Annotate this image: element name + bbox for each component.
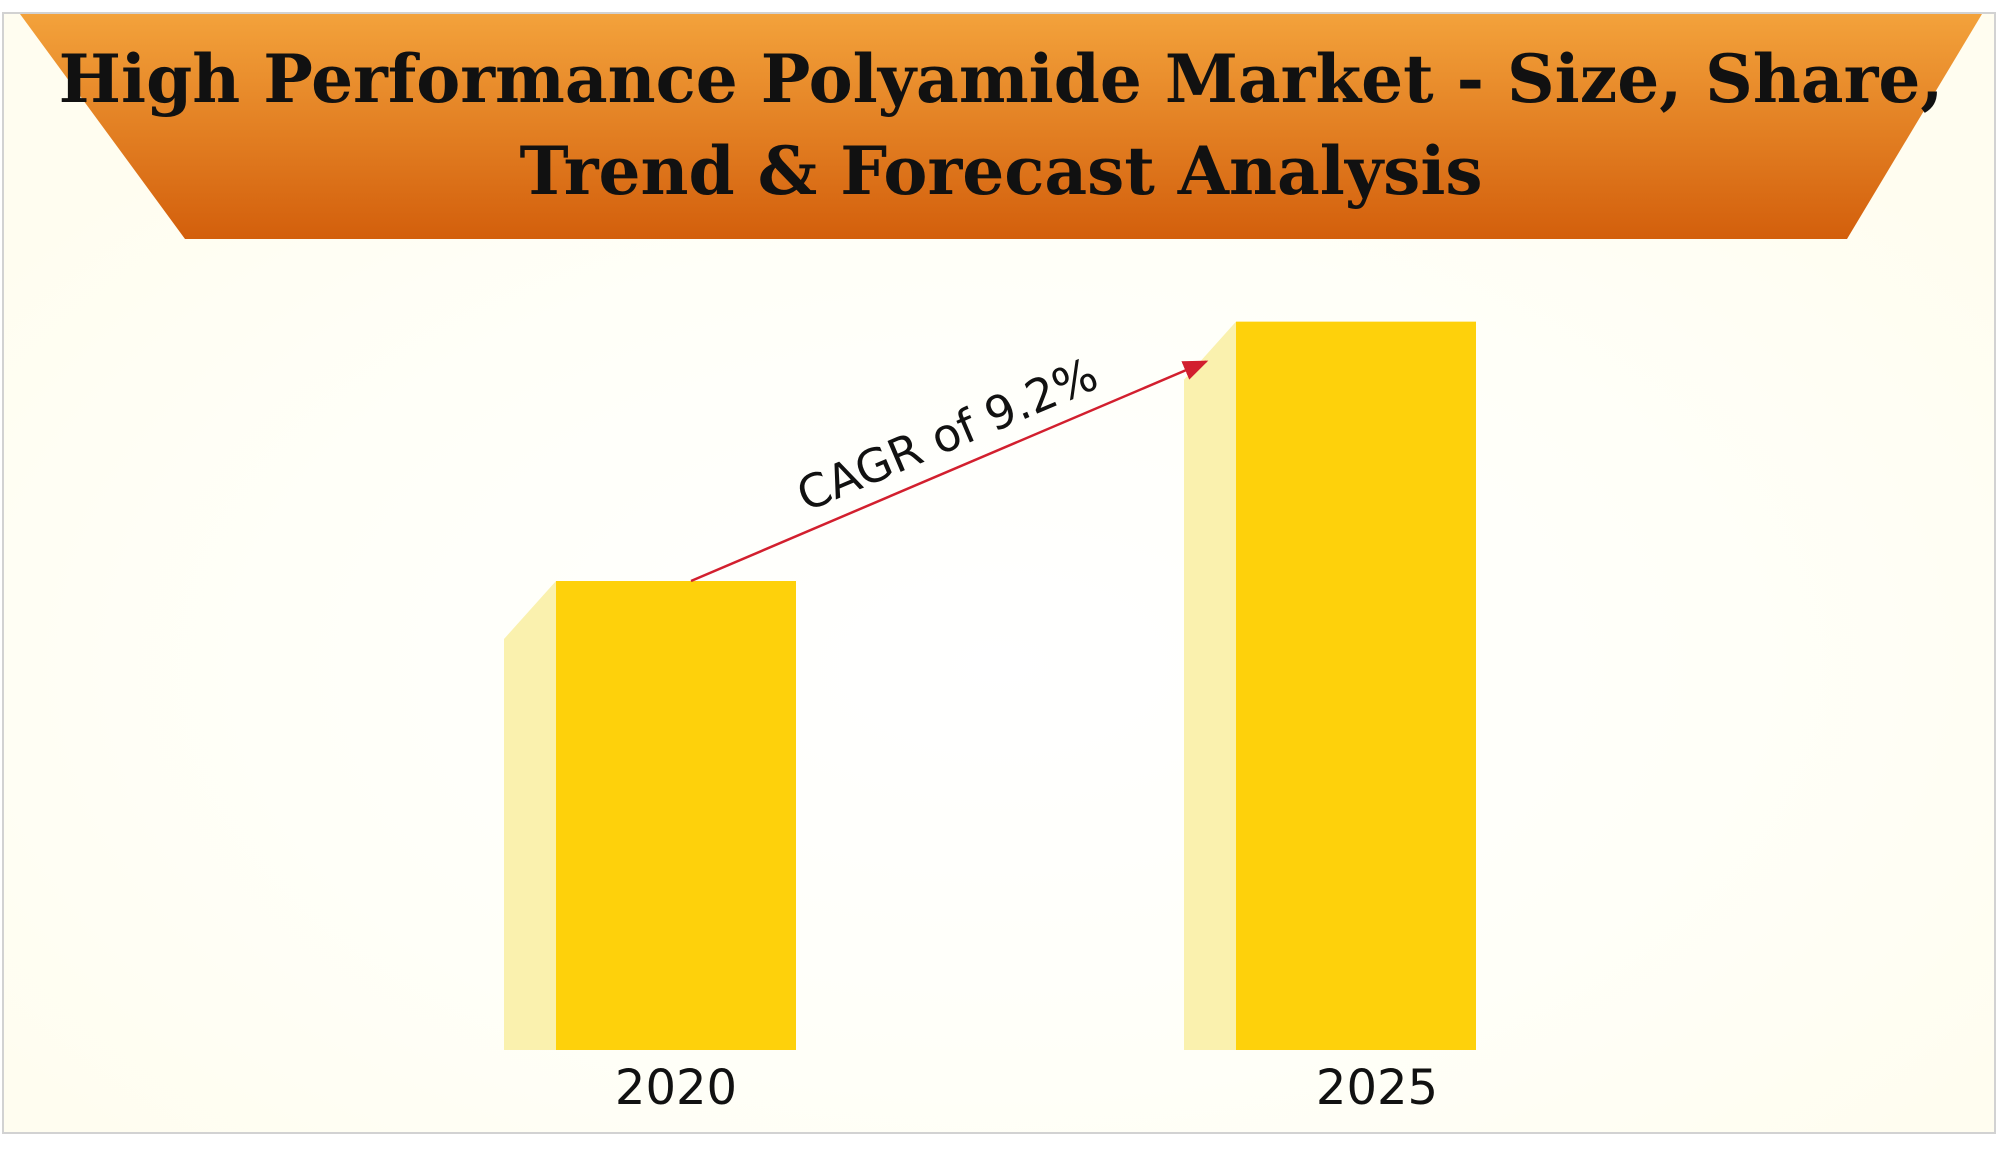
slide: High Performance Polyamide Market - Size…	[2, 12, 1996, 1134]
bar-side-2020	[504, 581, 556, 1050]
title-banner-shape	[20, 14, 1982, 239]
chart-title-line-2: Trend & Forecast Analysis	[519, 132, 1482, 210]
category-label-2020: 2020	[615, 1060, 737, 1116]
chart-canvas: High Performance Polyamide Market - Size…	[4, 14, 1994, 1132]
title-banner: High Performance Polyamide Market - Size…	[20, 14, 1982, 239]
bar-2025	[1236, 321, 1476, 1050]
bars-layer	[504, 321, 1476, 1050]
chart-title-line-1: High Performance Polyamide Market - Size…	[59, 40, 1944, 118]
bar-2020	[556, 581, 796, 1050]
labels-layer: 2020 2025	[615, 1060, 1438, 1116]
bar-side-2025	[1184, 321, 1236, 1050]
cagr-arrow	[690, 360, 1209, 583]
category-label-2025: 2025	[1316, 1060, 1438, 1116]
